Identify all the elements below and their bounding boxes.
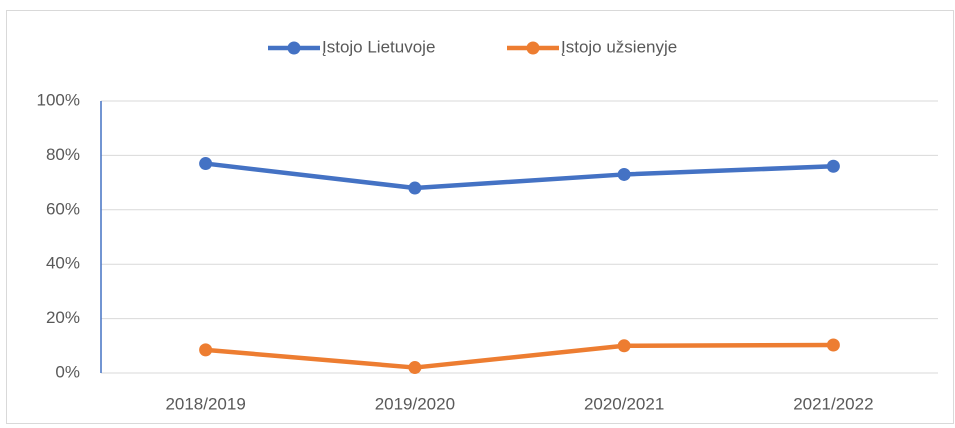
legend-marker (287, 41, 301, 55)
y-tick-label: 80% (46, 145, 80, 164)
legend-label: Įstojo užsienyje (561, 37, 677, 56)
point (408, 181, 422, 195)
point (617, 339, 631, 353)
x-tick-label: 2019/2020 (375, 394, 455, 413)
y-tick-label: 20% (46, 308, 80, 327)
series-line (203, 161, 836, 191)
point (617, 167, 631, 181)
x-tick-label: 2020/2021 (584, 394, 664, 413)
series-line (203, 342, 836, 370)
point (826, 159, 840, 173)
y-tick-label: 40% (46, 254, 80, 273)
point (826, 338, 840, 352)
chart-border (6, 10, 954, 424)
x-tick-label: 2021/2022 (793, 394, 873, 413)
y-tick-label: 0% (55, 362, 80, 381)
y-tick-label: 60% (46, 199, 80, 218)
point (199, 157, 213, 171)
legend-marker (526, 41, 540, 55)
x-tick-label: 2018/2019 (165, 394, 245, 413)
point (199, 343, 213, 357)
point (408, 361, 422, 375)
y-tick-label: 100% (37, 90, 80, 109)
legend-label: Įstojo Lietuvoje (322, 37, 435, 56)
